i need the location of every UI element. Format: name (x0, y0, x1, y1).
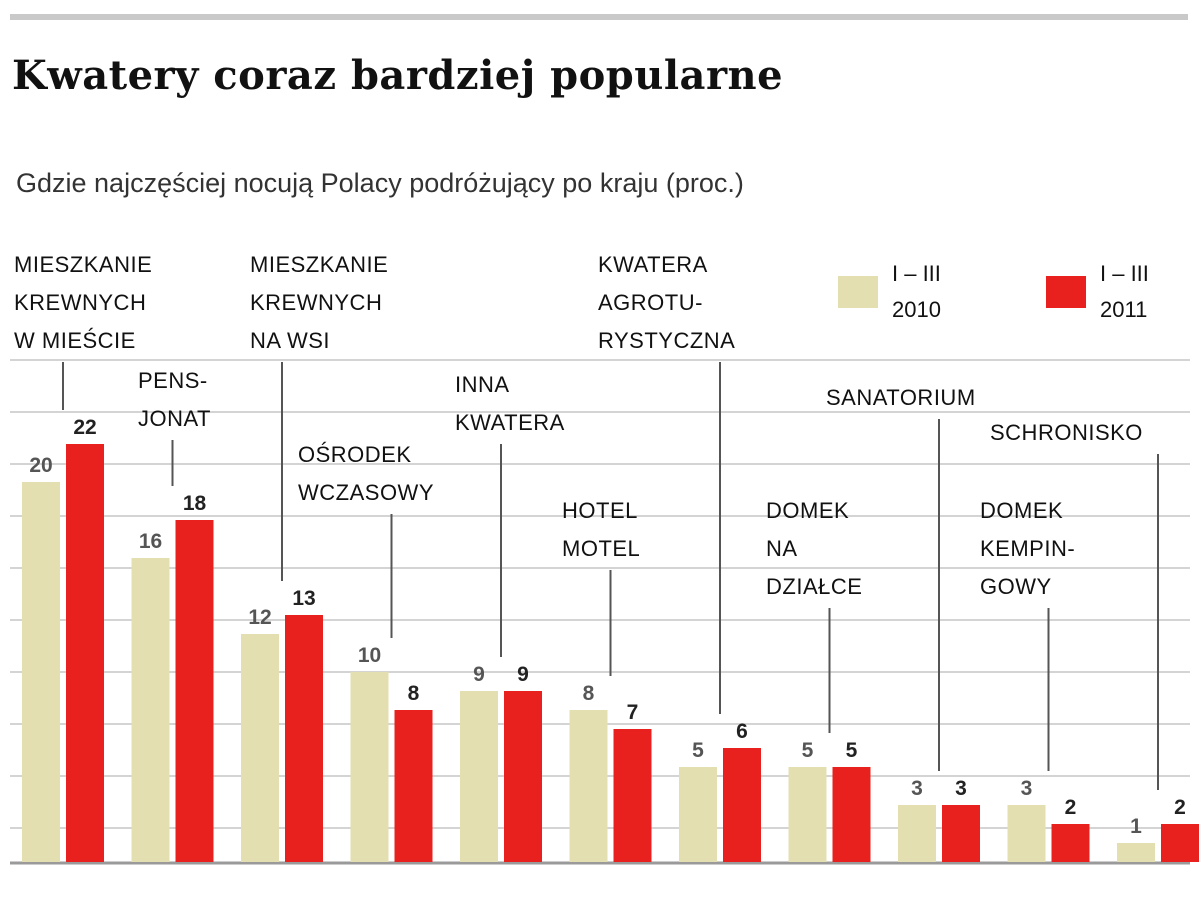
value-label-2011: 7 (627, 701, 639, 724)
bar-2011-8 (832, 767, 871, 862)
bar-2010-11 (1117, 843, 1155, 862)
category-label: AGROTU- (598, 290, 703, 315)
value-label-2010: 3 (911, 777, 923, 800)
bar-2011-7 (723, 748, 761, 862)
category-label: PENS- (138, 368, 208, 393)
category-label: NA (766, 536, 798, 561)
value-label-2010: 16 (139, 530, 162, 553)
bar-2011-2 (175, 520, 214, 862)
value-label-2010: 20 (29, 454, 52, 477)
value-label-2010: 8 (583, 682, 595, 705)
legend-label: I – III (1100, 261, 1149, 286)
value-label-2011: 6 (736, 720, 748, 743)
value-label-2011: 18 (183, 492, 207, 515)
category-label: DZIAŁCE (766, 574, 862, 599)
bar-2011-6 (613, 729, 652, 862)
category-label: NA WSI (250, 328, 330, 353)
category-label: KWATERA (598, 252, 708, 277)
bar-2011-1 (66, 444, 104, 862)
bar-2010-8 (788, 767, 827, 862)
bar-2011-10 (1051, 824, 1090, 862)
category-label: GOWY (980, 574, 1052, 599)
category-label: W MIEŚCIE (14, 328, 136, 353)
legend-label: 2010 (892, 297, 941, 322)
legend-label: 2011 (1100, 297, 1147, 322)
bar-2010-5 (460, 691, 498, 862)
bar-2011-3 (285, 615, 323, 862)
bar-2011-4 (394, 710, 433, 862)
bar-2011-9 (942, 805, 980, 862)
category-label: MIESZKANIE (14, 252, 152, 277)
bar-2010-7 (679, 767, 717, 862)
category-label: WCZASOWY (298, 480, 434, 505)
category-label: SCHRONISKO (990, 420, 1143, 445)
chart-subtitle: Gdzie najczęściej nocują Polacy podróżuj… (16, 168, 744, 198)
category-label: MOTEL (562, 536, 640, 561)
bar-2010-1 (22, 482, 60, 862)
value-label-2011: 13 (292, 587, 315, 610)
category-label: OŚRODEK (298, 442, 412, 467)
legend-swatch-2010 (838, 276, 878, 308)
value-label-2010: 9 (473, 663, 485, 686)
legend-swatch-2011 (1046, 276, 1086, 308)
category-label: JONAT (138, 406, 211, 431)
chart-title: Kwatery coraz bardziej popularne (12, 52, 784, 99)
category-label: SANATORIUM (826, 385, 976, 410)
category-label: DOMEK (980, 498, 1063, 523)
value-label-2011: 2 (1065, 796, 1077, 819)
bar-2010-3 (241, 634, 279, 862)
value-label-2011: 5 (846, 739, 858, 762)
value-label-2010: 5 (802, 739, 814, 762)
value-label-2010: 10 (358, 644, 381, 667)
category-label: DOMEK (766, 498, 849, 523)
value-label-2011: 8 (408, 682, 420, 705)
value-label-2011: 3 (955, 777, 967, 800)
value-label-2010: 3 (1021, 777, 1033, 800)
legend-label: I – III (892, 261, 941, 286)
category-label: HOTEL (562, 498, 638, 523)
category-label: KEMPIN- (980, 536, 1075, 561)
category-label: RYSTYCZNA (598, 328, 735, 353)
value-label-2011: 22 (73, 416, 96, 439)
value-label-2010: 12 (248, 606, 271, 629)
value-label-2010: 1 (1130, 815, 1142, 838)
value-label-2011: 2 (1174, 796, 1186, 819)
value-label-2010: 5 (692, 739, 704, 762)
category-label: MIESZKANIE (250, 252, 388, 277)
category-label: KREWNYCH (250, 290, 382, 315)
top-rule (10, 14, 1188, 20)
bar-2010-10 (1007, 805, 1046, 862)
bar-2011-11 (1161, 824, 1199, 862)
category-label: KREWNYCH (14, 290, 146, 315)
bar-2010-4 (350, 672, 389, 862)
bar-2010-6 (569, 710, 608, 862)
bar-2011-5 (504, 691, 542, 862)
bar-2010-9 (898, 805, 936, 862)
bar-2010-2 (131, 558, 170, 862)
category-label: KWATERA (455, 410, 565, 435)
value-label-2011: 9 (517, 663, 529, 686)
category-label: INNA (455, 372, 510, 397)
